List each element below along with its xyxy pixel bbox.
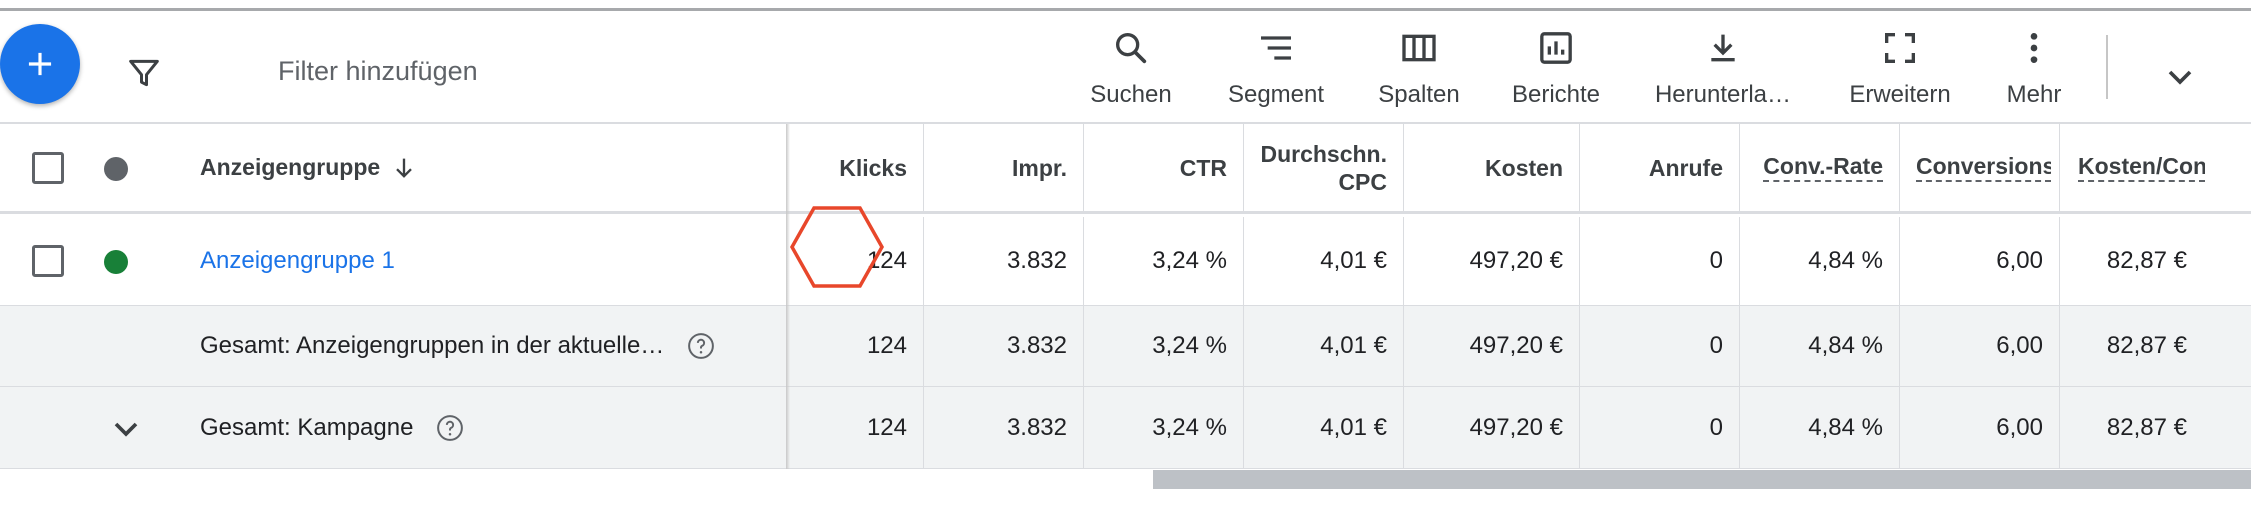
table-header-row: Anzeigengruppe Klicks Impr. CTR Durchsch… [0,124,2251,214]
cell-avg-cpc: 4,01 € [1243,217,1403,305]
expand-label: Erweitern [1849,81,1951,108]
ad-group-header-label: Anzeigengruppe [200,154,381,180]
filter-icon[interactable] [124,53,164,93]
toolbar-divider [2106,35,2108,99]
download-label: Herunterla… [1654,81,1792,108]
more-button[interactable]: Mehr [2000,25,2068,120]
table-row-total-campaign: Gesamt: Kampagne 124 3.832 3,24 % 4,01 €… [0,387,2251,469]
cell-klicks: 124 [866,413,907,441]
header-conv-rate[interactable]: Conv.-Rate [1739,124,1899,211]
header-avg-cpc[interactable]: Durchschn. CPC [1243,124,1403,211]
cell-kosten: 497,20 € [1403,306,1579,386]
segment-icon [1261,36,1291,60]
chevron-down-icon[interactable] [2160,57,2200,97]
cell-conversions: 6,00 [1899,387,2059,468]
cell-ctr: 3,24 % [1083,217,1243,305]
expand-button[interactable]: Erweitern [1842,25,1958,120]
cell-conv-rate: 4,84 % [1739,217,1899,305]
help-icon[interactable] [686,331,716,361]
cell-impr: 3.832 [923,387,1083,468]
cell-conversions: 6,00 [1899,306,2059,386]
cell-anrufe: 0 [1579,387,1739,468]
more-label: Mehr [2006,81,2062,108]
cell-conversions: 6,00 [1899,217,2059,305]
plus-icon [28,52,52,76]
header-ctr[interactable]: CTR [1083,124,1243,211]
select-all-checkbox[interactable] [32,152,64,184]
segment-button[interactable]: Segment [1226,25,1326,120]
header-klicks[interactable]: Klicks [839,154,907,181]
cell-conv-rate: 4,84 % [1739,387,1899,468]
cell-ctr: 3,24 % [1083,306,1243,386]
cell-avg-cpc: 4,01 € [1243,306,1403,386]
table-row-total-adgroups: Gesamt: Anzeigengruppen in der aktuelle…… [0,306,2251,387]
chevron-down-icon[interactable] [106,409,146,449]
cell-conv-rate: 4,84 % [1739,306,1899,386]
cell-kosten-conv: 82,87 € [2059,306,2205,386]
reports-button[interactable]: Berichte [1508,25,1604,120]
table-toolbar: Filter hinzufügen Suchen Segment Spalten… [0,11,2251,124]
download-button[interactable]: Herunterla… [1650,25,1796,120]
cell-kosten-conv: 82,87 € [2059,217,2205,305]
hexagon-marker [790,206,884,288]
header-kosten-conv[interactable]: Kosten/Con [2059,124,2205,211]
cell-impr: 3.832 [923,217,1083,305]
expand-icon [1885,33,1915,63]
table-row: Anzeigengruppe 1 124 3.832 3,24 % 4,01 €… [0,217,2251,306]
columns-icon [1402,34,1436,62]
header-conversions[interactable]: Conversions [1899,124,2059,211]
columns-label: Spalten [1378,81,1460,108]
cell-anrufe: 0 [1579,306,1739,386]
header-kosten[interactable]: Kosten [1403,124,1579,211]
reports-label: Berichte [1511,81,1601,108]
download-icon [1711,34,1735,62]
cell-impr: 3.832 [923,306,1083,386]
cell-kosten: 497,20 € [1403,217,1579,305]
header-impr[interactable]: Impr. [923,124,1083,211]
more-vert-icon [2030,33,2038,63]
columns-button[interactable]: Spalten [1374,25,1464,120]
cell-kosten: 497,20 € [1403,387,1579,468]
add-filter-input[interactable]: Filter hinzufügen [278,56,478,86]
status-header-dot[interactable] [104,157,128,181]
status-enabled-dot[interactable] [104,250,128,274]
cell-avg-cpc: 4,01 € [1243,387,1403,468]
total-adgroups-label: Gesamt: Anzeigengruppen in der aktuelle… [200,306,716,386]
total-campaign-label: Gesamt: Kampagne [200,387,465,468]
row-checkbox[interactable] [32,245,64,277]
arrow-down-icon [396,158,412,178]
search-label: Suchen [1090,81,1172,108]
add-button[interactable] [0,24,80,104]
header-anrufe[interactable]: Anrufe [1579,124,1739,211]
search-icon [1116,33,1147,64]
cell-klicks: 124 [866,332,907,359]
ad-group-name[interactable]: Anzeigengruppe 1 [200,247,395,274]
search-button[interactable]: Suchen [1086,25,1176,120]
reports-icon [1540,32,1572,64]
top-border [0,8,2251,11]
cell-anrufe: 0 [1579,217,1739,305]
help-icon[interactable] [435,413,465,443]
ad-group-column-header[interactable]: Anzeigengruppe [200,124,418,211]
frozen-column-shadow [786,124,790,469]
horizontal-scrollbar[interactable] [1153,470,2251,489]
segment-label: Segment [1227,81,1325,108]
cell-kosten-conv: 82,87 € [2059,387,2205,468]
cell-ctr: 3,24 % [1083,387,1243,468]
